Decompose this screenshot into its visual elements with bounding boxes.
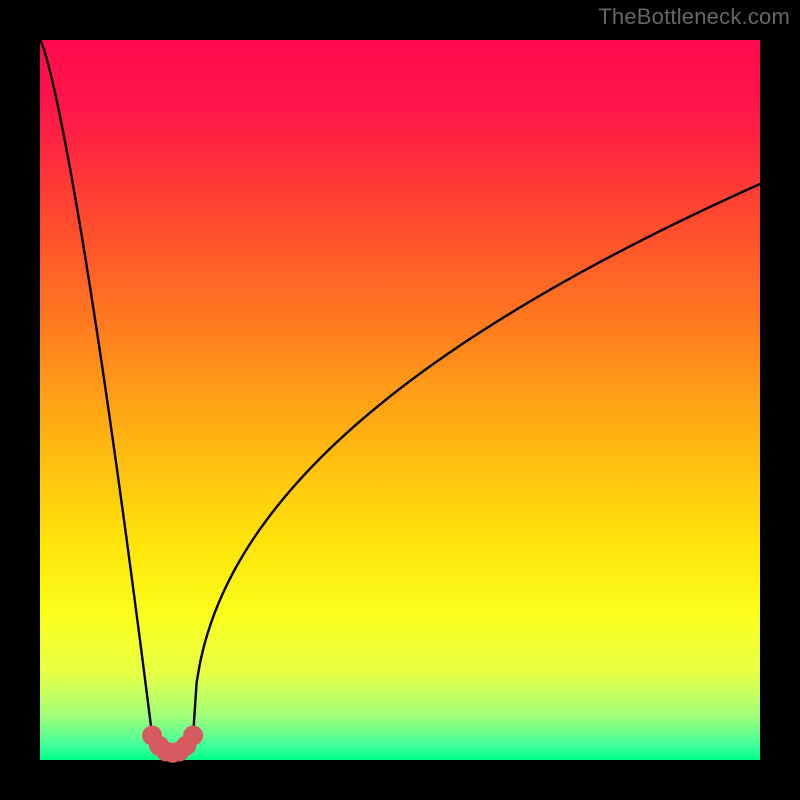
bottleneck-chart: [0, 0, 800, 800]
plot-area: [40, 40, 760, 760]
valley-point: [183, 726, 203, 746]
watermark-text: TheBottleneck.com: [598, 4, 790, 30]
